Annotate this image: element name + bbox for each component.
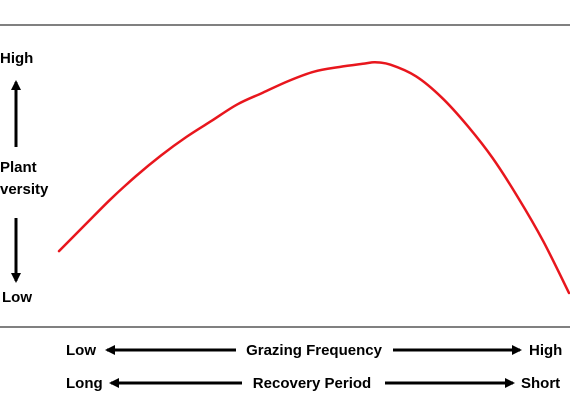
- x1-left-label: Low: [66, 342, 96, 359]
- x1-center-label: Grazing Frequency: [246, 342, 383, 359]
- y-high-label: High: [0, 50, 33, 67]
- y-axis-title-line2: versity: [0, 181, 49, 198]
- x2-center-label: Recovery Period: [253, 375, 371, 392]
- x1-right-label: High: [529, 342, 562, 359]
- y-axis-title-line1: Plant: [0, 159, 37, 176]
- y-low-label: Low: [2, 289, 32, 306]
- x2-right-label: Short: [521, 375, 560, 392]
- series-line: [57, 61, 570, 295]
- x2-left-label: Long: [66, 375, 103, 392]
